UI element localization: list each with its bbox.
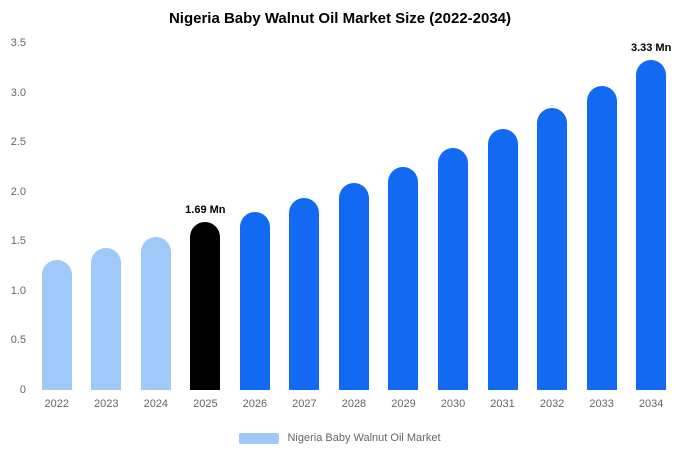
legend-item[interactable]: Nigeria Baby Walnut Oil Market [239, 432, 441, 444]
bar-column [32, 43, 82, 390]
x-axis-label: 2022 [44, 398, 69, 410]
y-tick-label: 3.5 [10, 37, 26, 49]
y-tick-label: 1.5 [10, 235, 26, 248]
bar-column [329, 43, 379, 390]
legend: Nigeria Baby Walnut Oil Market [0, 432, 680, 444]
legend-swatch [239, 432, 280, 444]
x-axis-label: 2027 [292, 398, 317, 410]
bar-2022[interactable] [41, 260, 72, 390]
bar-2034[interactable] [636, 60, 667, 390]
bar-2033[interactable] [586, 86, 617, 390]
y-tick-label: 1.0 [10, 284, 26, 297]
bar-annotation: 3.33 Mn [630, 42, 672, 54]
x-axis-label: 2026 [242, 398, 268, 410]
bar-column: 1.69 Mn [181, 43, 231, 390]
bar-2026[interactable] [239, 212, 270, 390]
bar-2032[interactable] [537, 108, 568, 390]
x-axis-label: 2028 [341, 398, 367, 410]
x-axis-label: 2023 [94, 398, 119, 410]
bar-2028[interactable] [338, 183, 369, 390]
x-axis-label: 2030 [440, 398, 466, 410]
chart-title: Nigeria Baby Walnut Oil Market Size (202… [168, 10, 512, 27]
y-tick-label: 0 [19, 384, 26, 396]
bar-column: 3.33 Mn [626, 42, 676, 390]
bar-2023[interactable] [91, 248, 122, 390]
bar-2030[interactable] [438, 148, 469, 390]
bar-column [280, 43, 330, 390]
bar-column [230, 43, 280, 390]
bar-2025[interactable] [190, 222, 221, 390]
bar-annotation: 1.69 Mn [185, 204, 226, 216]
bar-2024[interactable] [140, 237, 171, 390]
x-axis-label: 2024 [143, 398, 169, 410]
bar-2027[interactable] [289, 198, 320, 390]
x-axis-label: 2031 [490, 398, 515, 410]
y-axis: 3.5 3.0 2.5 2.0 1.5 1.0 0.5 0 [0, 0, 26, 450]
plot-area: 1.69 Mn 3.33 Mn [32, 42, 676, 390]
x-axis-label: 2032 [539, 398, 565, 410]
x-axis-label: 2029 [391, 398, 416, 410]
x-axis: 2022 2023 2024 2025 2026 2027 2028 2029 2030 2031… [32, 398, 676, 410]
bar-column [379, 43, 429, 390]
bar-column [82, 43, 132, 390]
bar-column [577, 43, 627, 390]
y-tick-label: 2.5 [10, 136, 26, 149]
bar-column [131, 43, 181, 390]
bar-column [527, 43, 577, 390]
bar-2029[interactable] [388, 167, 419, 390]
bar-2031[interactable] [487, 129, 518, 390]
x-axis-label: 2033 [589, 398, 614, 410]
bar-column [428, 43, 478, 390]
x-axis-label: 2025 [193, 398, 218, 410]
y-tick-label: 3.0 [10, 86, 26, 99]
bar-column [478, 43, 528, 390]
legend-label: Nigeria Baby Walnut Oil Market [287, 432, 441, 444]
y-tick-label: 2.0 [10, 185, 26, 198]
x-axis-label: 2034 [638, 398, 664, 410]
y-tick-label: 0.5 [10, 334, 26, 347]
